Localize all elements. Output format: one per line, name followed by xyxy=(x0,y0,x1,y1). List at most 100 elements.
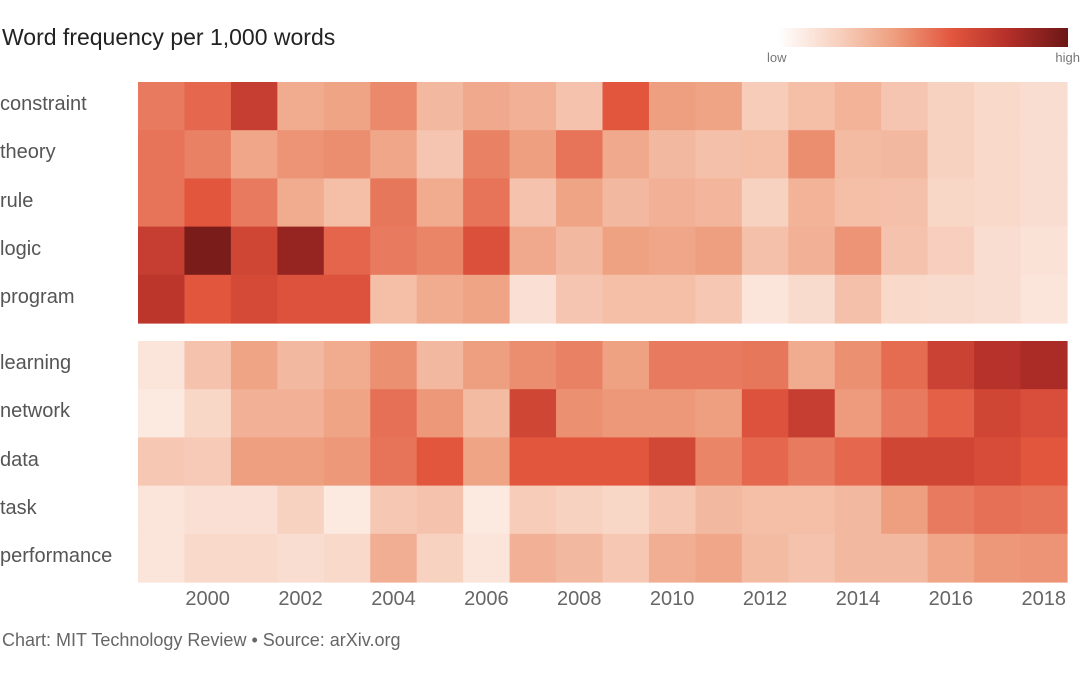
heatmap-cell-data-2002 xyxy=(277,437,325,487)
heatmap-cell-logic-2010 xyxy=(648,226,696,276)
heatmap-cell-theory-2005 xyxy=(416,130,464,179)
heatmap-cell-task-2006 xyxy=(463,485,511,535)
heatmap-cell-learning-2002 xyxy=(277,341,325,390)
x-tick-label-2004: 2004 xyxy=(371,588,416,610)
heatmap-cell-constraint-2008 xyxy=(556,82,604,131)
heatmap-cell-data-2007 xyxy=(509,437,557,487)
heatmap-cell-constraint-2002 xyxy=(277,82,325,131)
heatmap-cell-performance-2000 xyxy=(184,533,232,583)
heatmap-cell-network-2008 xyxy=(556,389,604,438)
x-tick-label-2018: 2018 xyxy=(1021,588,1067,610)
heatmap-cell-network-2016 xyxy=(927,389,975,438)
heatmap-cell-constraint-2003 xyxy=(323,82,371,131)
heatmap-cell-data-2003 xyxy=(323,437,371,487)
heatmap-cell-performance-2011 xyxy=(695,533,743,583)
heatmap-cell-constraint-2013 xyxy=(788,82,836,131)
heatmap-cell-program-2012 xyxy=(741,274,789,324)
heatmap-cell-theory-2016 xyxy=(927,130,975,179)
heatmap-cell-learning-2016 xyxy=(927,341,975,390)
heatmap-cell-task-2016 xyxy=(927,485,975,535)
heatmap-cell-data-2018 xyxy=(1020,437,1068,487)
heatmap-cell-rule-2017 xyxy=(974,178,1022,228)
heatmap-cell-logic-2001 xyxy=(230,226,278,276)
heatmap-cell-rule-1999 xyxy=(138,178,186,228)
heatmap-cell-rule-2004 xyxy=(370,178,418,228)
heatmap-cell-constraint-2001 xyxy=(230,82,278,131)
heatmap-cell-theory-2017 xyxy=(974,130,1022,179)
heatmap-cell-program-1999 xyxy=(138,274,186,324)
heatmap-cell-task-2002 xyxy=(277,485,325,535)
heatmap-cell-task-2005 xyxy=(416,485,464,535)
heatmap-cell-program-2002 xyxy=(277,274,325,324)
heatmap-cell-theory-2011 xyxy=(695,130,743,179)
heatmap-cell-network-2000 xyxy=(184,389,232,438)
heatmap-cell-network-2012 xyxy=(741,389,789,438)
row-label-network: network xyxy=(0,400,71,423)
heatmap-cell-performance-1999 xyxy=(138,533,186,583)
heatmap-cell-performance-2014 xyxy=(834,533,882,583)
heatmap-cell-program-2005 xyxy=(416,274,464,324)
heatmap-cell-constraint-2014 xyxy=(834,82,882,131)
row-label-performance: performance xyxy=(0,544,113,567)
heatmap-cell-constraint-2015 xyxy=(881,82,929,131)
heatmap-cell-task-2010 xyxy=(648,485,696,535)
heatmap-cell-theory-1999 xyxy=(138,130,186,179)
heatmap-cell-network-2002 xyxy=(277,389,325,438)
heatmap-cell-constraint-2006 xyxy=(463,82,511,131)
heatmap-cell-logic-2012 xyxy=(741,226,789,276)
heatmap-cell-theory-2003 xyxy=(323,130,371,179)
heatmap-cell-learning-2014 xyxy=(834,341,882,390)
heatmap-cell-rule-2013 xyxy=(788,178,836,228)
heatmap-cell-network-2014 xyxy=(834,389,882,438)
heatmap-cell-rule-2003 xyxy=(323,178,371,228)
heatmap-cell-program-2008 xyxy=(556,274,604,324)
heatmap-cell-data-2014 xyxy=(834,437,882,487)
heatmap-cell-data-1999 xyxy=(138,437,186,487)
heatmap-cell-learning-2009 xyxy=(602,341,650,390)
row-label-logic: logic xyxy=(0,237,42,260)
heatmap-cell-learning-2011 xyxy=(695,341,743,390)
heatmap-cell-task-1999 xyxy=(138,485,186,535)
heatmap-cell-logic-2005 xyxy=(416,226,464,276)
heatmap-cell-network-2018 xyxy=(1020,389,1068,438)
heatmap-cell-data-2016 xyxy=(927,437,975,487)
heatmap-cell-program-2007 xyxy=(509,274,557,324)
heatmap-cell-theory-2018 xyxy=(1020,130,1068,179)
heatmap-cell-program-2016 xyxy=(927,274,975,324)
heatmap-cell-logic-2002 xyxy=(277,226,325,276)
heatmap-cell-performance-2005 xyxy=(416,533,464,583)
heatmap-cell-theory-2006 xyxy=(463,130,511,179)
heatmap-cell-learning-2008 xyxy=(556,341,604,390)
heatmap-cell-rule-2006 xyxy=(463,178,511,228)
heatmap-cell-constraint-2017 xyxy=(974,82,1022,131)
heatmap-cell-logic-2004 xyxy=(370,226,418,276)
heatmap-cell-learning-2004 xyxy=(370,341,418,390)
heatmap-cell-data-2006 xyxy=(463,437,511,487)
legend-low-label: low xyxy=(767,50,787,65)
heatmap-cell-theory-2008 xyxy=(556,130,604,179)
heatmap-cell-program-2014 xyxy=(834,274,882,324)
heatmap-cell-rule-2007 xyxy=(509,178,557,228)
heatmap-cell-learning-1999 xyxy=(138,341,186,390)
heatmap-cell-task-2008 xyxy=(556,485,604,535)
heatmap-cell-data-2004 xyxy=(370,437,418,487)
heatmap-cell-constraint-2010 xyxy=(648,82,696,131)
heatmap-cell-rule-2002 xyxy=(277,178,325,228)
heatmap-cell-logic-2008 xyxy=(556,226,604,276)
heatmap-cell-data-2008 xyxy=(556,437,604,487)
heatmap-cell-program-2017 xyxy=(974,274,1022,324)
heatmap-cell-learning-2017 xyxy=(974,341,1022,390)
heatmap-cell-rule-2011 xyxy=(695,178,743,228)
heatmap-cell-learning-2010 xyxy=(648,341,696,390)
heatmap-cell-data-2015 xyxy=(881,437,929,487)
heatmap-cell-network-2006 xyxy=(463,389,511,438)
heatmap-cell-program-2013 xyxy=(788,274,836,324)
heatmap-cell-task-2014 xyxy=(834,485,882,535)
heatmap-cell-performance-2017 xyxy=(974,533,1022,583)
heatmap-cell-program-2009 xyxy=(602,274,650,324)
heatmap-cell-task-2003 xyxy=(323,485,371,535)
heatmap-cell-program-2004 xyxy=(370,274,418,324)
heatmap-cell-theory-2000 xyxy=(184,130,232,179)
x-tick-label-2002: 2002 xyxy=(278,588,323,610)
heatmap-cell-program-2010 xyxy=(648,274,696,324)
